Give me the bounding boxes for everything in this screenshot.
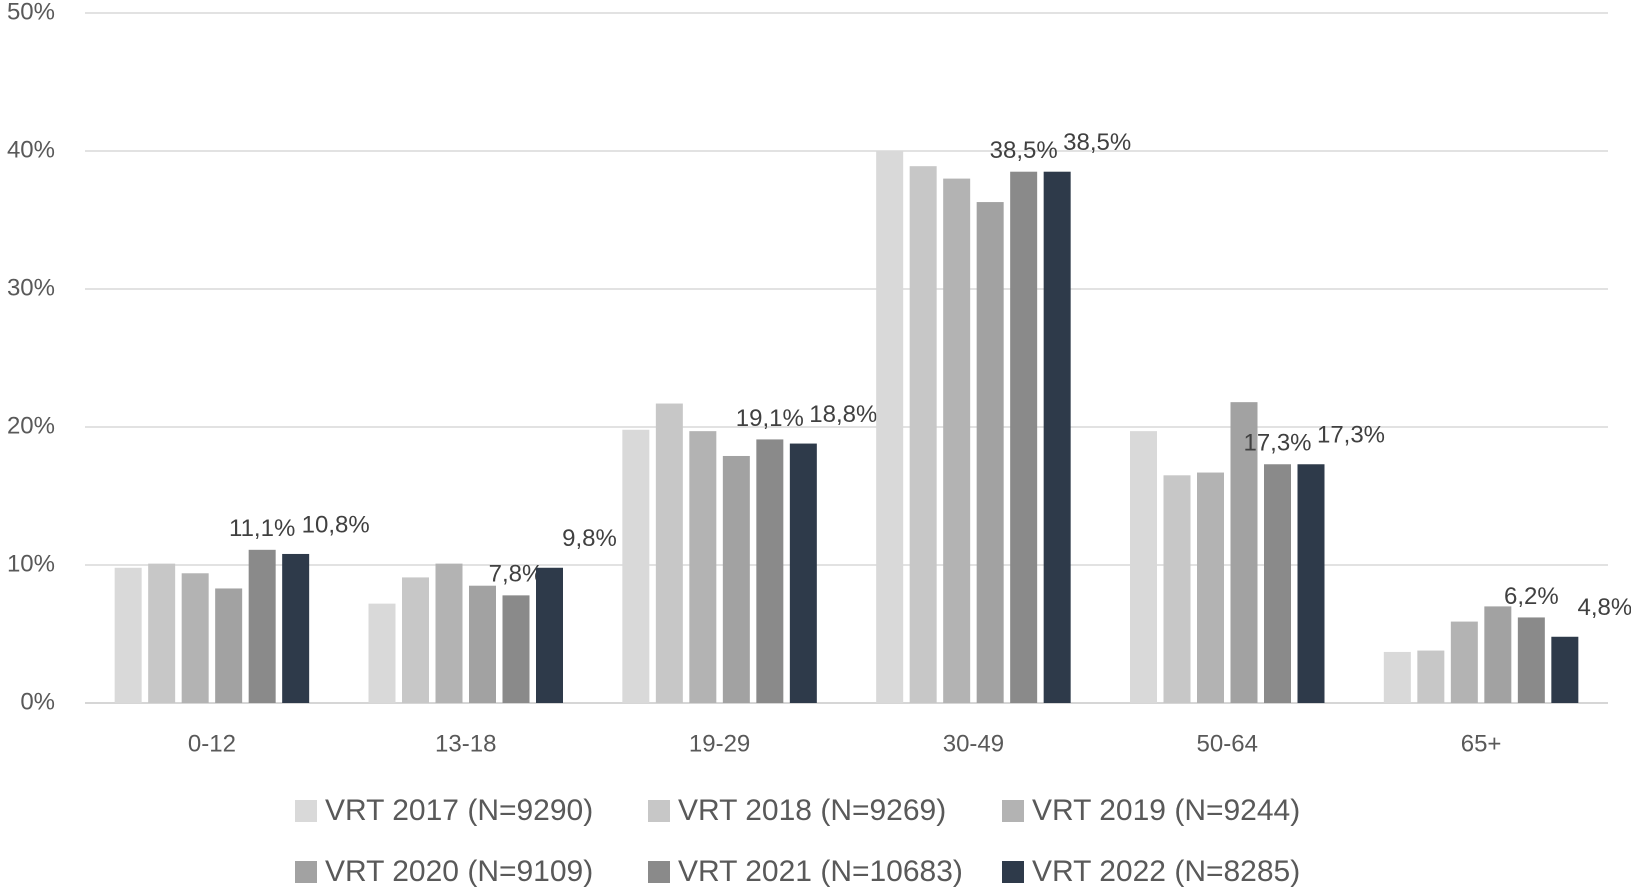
bar (976, 202, 1004, 703)
bar (909, 166, 937, 703)
bar (1230, 402, 1258, 703)
data-label: 10,8% (302, 511, 370, 538)
x-tick-label: 50-64 (1197, 730, 1258, 757)
legend-swatch (1002, 800, 1024, 822)
bar (114, 567, 142, 703)
bar (282, 553, 310, 703)
bar (655, 403, 683, 703)
bar (722, 455, 750, 703)
legend-swatch (1002, 861, 1024, 883)
y-tick-label: 30% (7, 274, 55, 301)
bar (1043, 171, 1071, 703)
bar (402, 577, 429, 703)
bar (1517, 617, 1545, 703)
bar (1484, 606, 1512, 703)
x-tick-label: 30-49 (943, 730, 1004, 757)
bar (1163, 475, 1191, 703)
bar (943, 178, 971, 704)
data-label: 38,5% (990, 137, 1058, 164)
bar (1383, 651, 1411, 703)
bar (1551, 636, 1579, 703)
data-label: 11,1% (229, 515, 295, 542)
data-label: 38,5% (1063, 129, 1131, 156)
data-label: 4,8% (1577, 594, 1631, 621)
legend-label: VRT 2022 (N=8285) (1032, 855, 1300, 888)
bar (1450, 621, 1478, 703)
bar (789, 443, 817, 703)
bar (181, 573, 209, 703)
y-tick-label: 20% (7, 412, 55, 439)
x-tick-label: 65+ (1461, 730, 1502, 757)
bar (368, 603, 396, 703)
bar (435, 563, 463, 703)
data-label: 7,8% (489, 561, 544, 588)
y-tick-label: 40% (7, 136, 55, 163)
bar (1417, 650, 1445, 703)
y-tick-label: 50% (7, 0, 55, 25)
legend-label: VRT 2017 (N=9290) (325, 794, 593, 827)
bar (502, 595, 530, 703)
bar (1264, 464, 1291, 703)
bar (622, 429, 650, 703)
bar (1197, 472, 1224, 703)
legend-swatch (295, 861, 317, 883)
bar (689, 431, 717, 703)
bar (248, 549, 276, 703)
legend-label: VRT 2019 (N=9244) (1032, 794, 1300, 827)
bar (536, 567, 563, 703)
data-label: 6,2% (1504, 583, 1559, 610)
data-label: 18,8% (809, 401, 877, 428)
data-label: 17,3% (1317, 422, 1385, 449)
bar (1010, 171, 1038, 703)
x-tick-label: 13-18 (435, 730, 496, 757)
x-tick-label: 0-12 (188, 730, 236, 757)
legend-swatch (648, 861, 670, 883)
y-tick-label: 0% (20, 688, 55, 715)
bar (469, 585, 496, 703)
data-label: 17,3% (1243, 430, 1311, 457)
legend: VRT 2017 (N=9290) VRT 2018 (N=9269) VRT 20… (295, 794, 1300, 888)
bar (756, 439, 784, 703)
bar (876, 151, 904, 703)
bar (1297, 464, 1325, 703)
x-tick-label: 19-29 (689, 730, 750, 757)
legend-label: VRT 2021 (N=10683) (678, 855, 963, 888)
y-tick-label: 10% (7, 550, 55, 577)
bar (148, 563, 176, 703)
legend-label: VRT 2020 (N=9109) (325, 855, 593, 888)
bar (215, 588, 243, 703)
legend-swatch (295, 800, 317, 822)
legend-swatch (648, 800, 670, 822)
data-label: 19,1% (736, 405, 804, 432)
legend-label: VRT 2018 (N=9269) (678, 794, 946, 827)
bar (1130, 431, 1157, 703)
data-label: 9,8% (562, 525, 617, 552)
